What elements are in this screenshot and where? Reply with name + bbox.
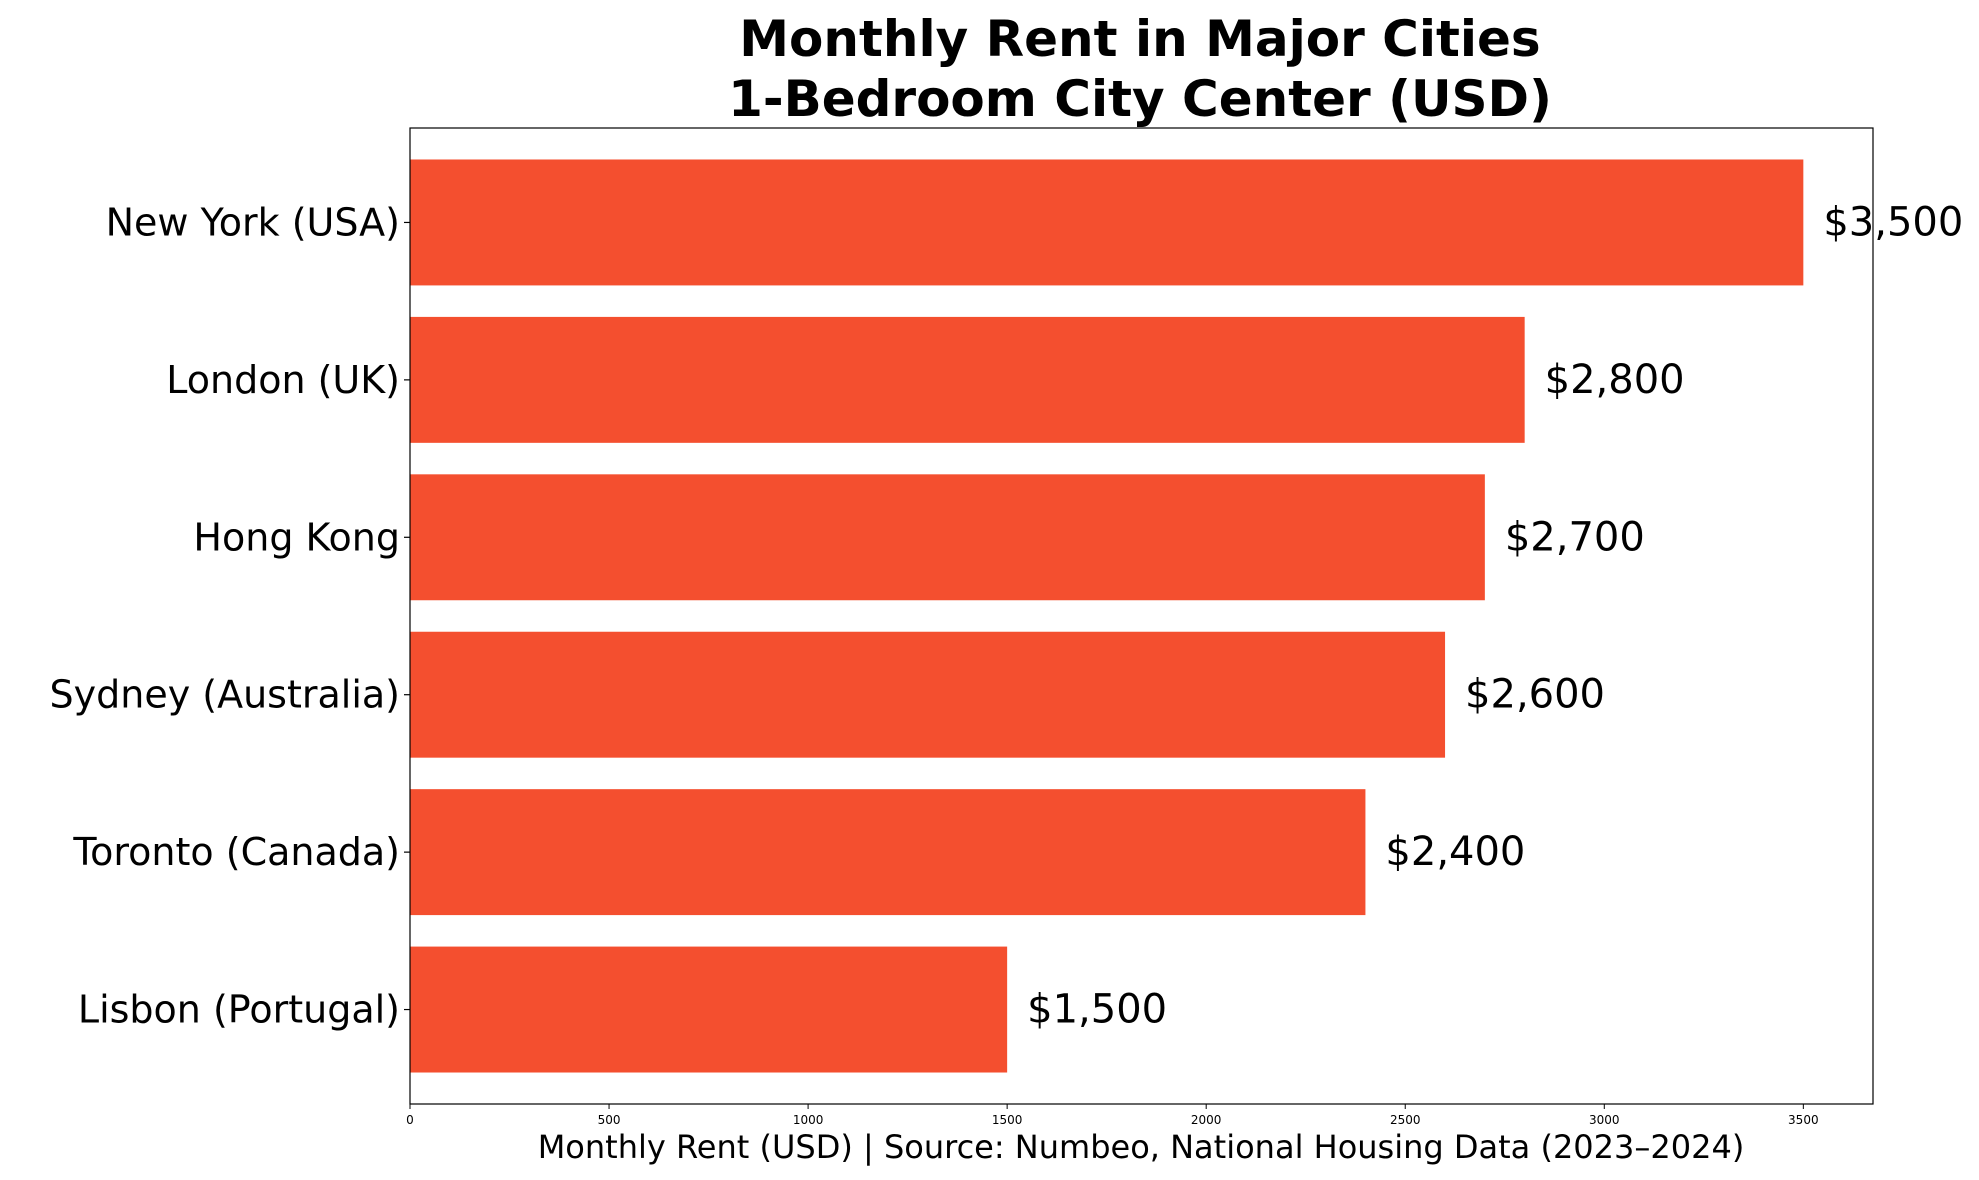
value-label-1: $2,800	[1545, 357, 1685, 403]
chart-title: Monthly Rent in Major Cities	[739, 10, 1540, 68]
category-label-4: Toronto (Canada)	[72, 830, 400, 874]
category-label-5: Lisbon (Portugal)	[78, 988, 400, 1032]
x-tick-label-5: 2500	[1390, 1113, 1421, 1127]
plot-area-frame	[409, 127, 1874, 1105]
x-axis-label: Monthly Rent (USD) | Source: Numbeo, Nat…	[538, 1128, 1745, 1166]
category-label-1: London (UK)	[166, 358, 400, 402]
x-axis-ticks: 0 500 1000 1500 2000 2500 3000 3500	[406, 1104, 1819, 1127]
value-label-2: $2,700	[1505, 514, 1645, 560]
bar-3	[410, 631, 1446, 758]
category-labels: New York (USA) London (UK) Hong Kong Sydney…	[50, 200, 410, 1032]
value-label-3: $2,600	[1465, 672, 1605, 718]
category-label-2: Hong Kong	[193, 515, 400, 559]
bar-1	[410, 316, 1525, 443]
bar-4	[410, 789, 1366, 916]
x-tick-label-6: 3000	[1589, 1113, 1620, 1127]
value-labels: $3,500 $2,800 $2,700 $2,600 $2,400 $1,500	[1027, 199, 1963, 1032]
x-tick-label-1: 500	[598, 1113, 621, 1127]
value-label-0: $3,500	[1823, 199, 1963, 245]
category-label-0: New York (USA)	[106, 200, 400, 244]
x-tick-label-2: 1000	[793, 1113, 824, 1127]
bars-group	[410, 159, 1804, 1073]
bar-5	[410, 946, 1008, 1073]
chart-subtitle: 1-Bedroom City Center (USD)	[728, 70, 1552, 128]
bar-2	[410, 474, 1485, 601]
value-label-5: $1,500	[1027, 987, 1167, 1033]
bar-0	[410, 159, 1804, 286]
x-tick-label-7: 3500	[1788, 1113, 1819, 1127]
category-label-3: Sydney (Australia)	[50, 673, 401, 717]
x-tick-label-0: 0	[406, 1113, 414, 1127]
value-label-4: $2,400	[1385, 829, 1525, 875]
x-tick-label-3: 1500	[992, 1113, 1023, 1127]
x-tick-label-4: 2000	[1191, 1113, 1222, 1127]
